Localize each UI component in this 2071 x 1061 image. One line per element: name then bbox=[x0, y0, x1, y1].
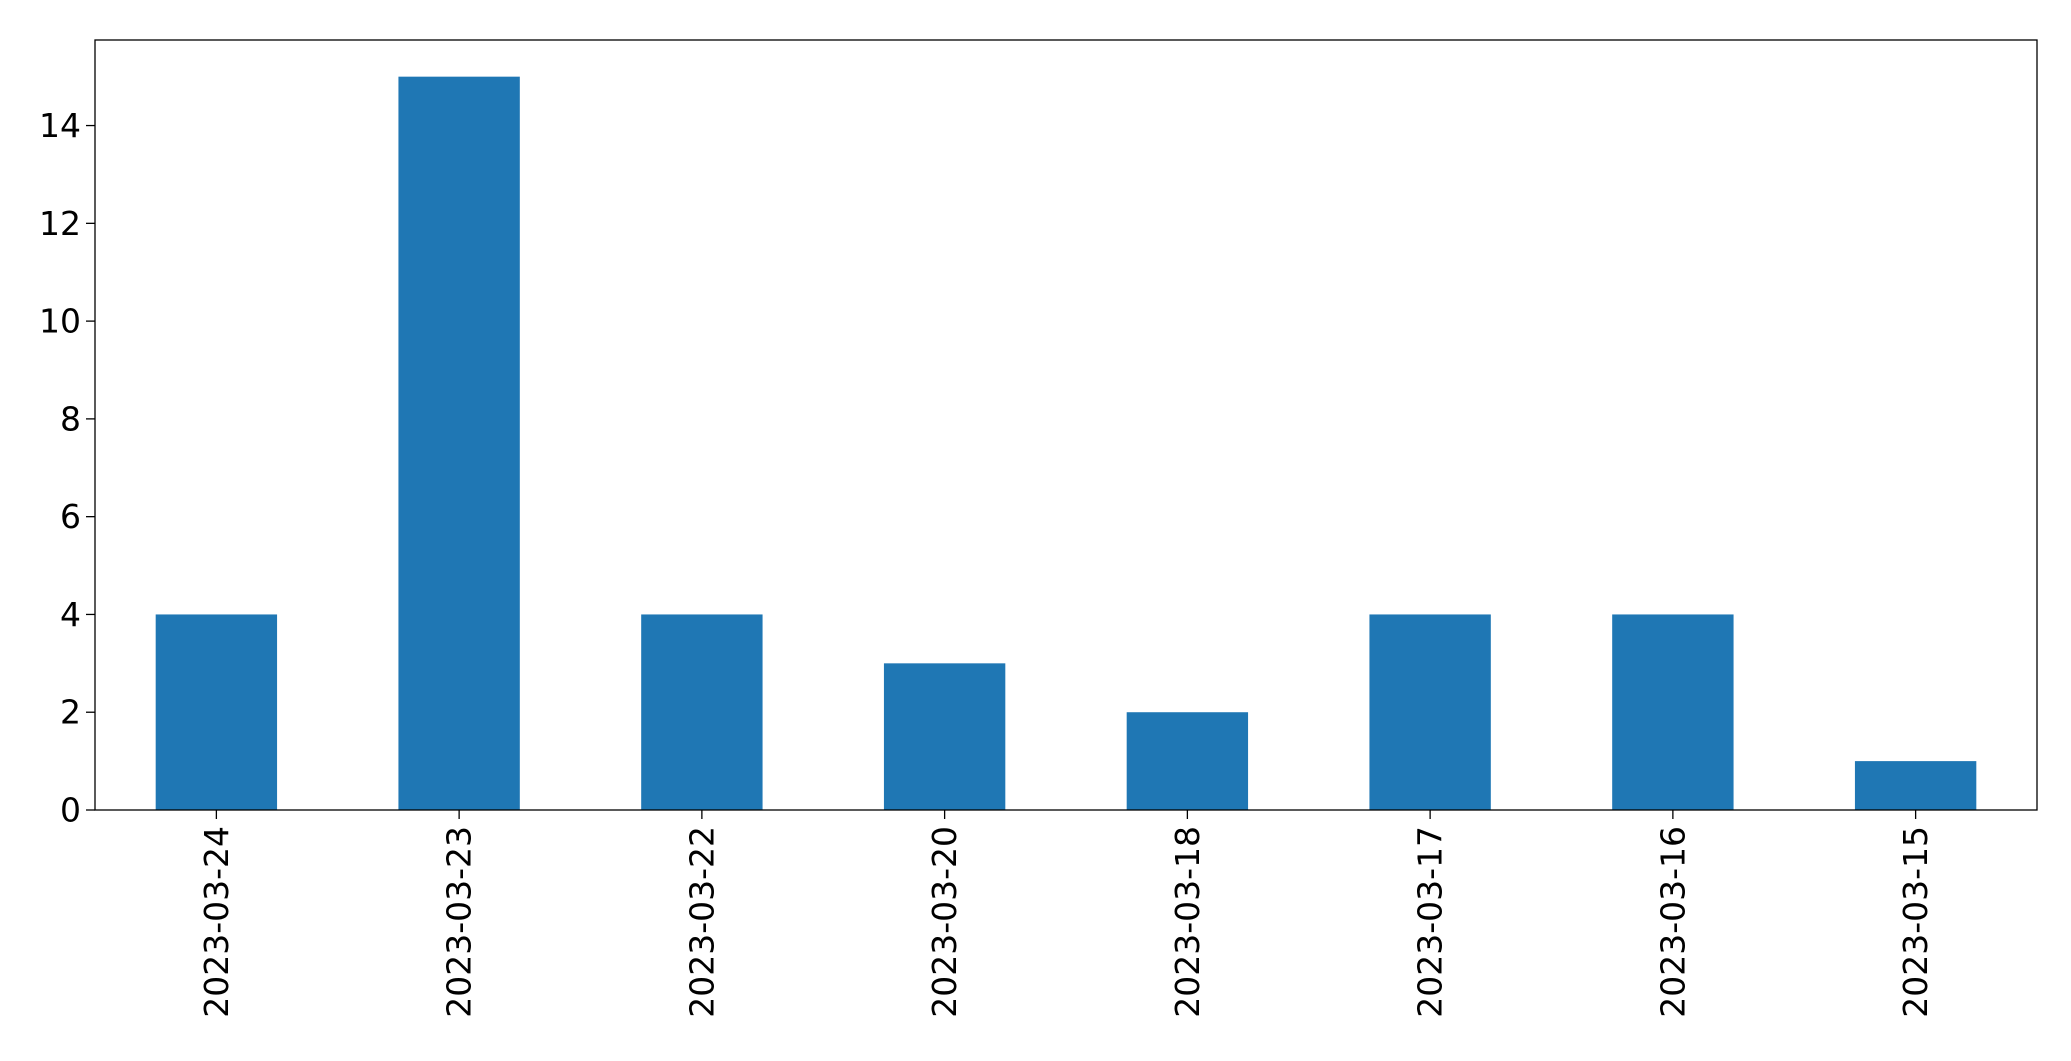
bars-group bbox=[155, 76, 1977, 810]
bar bbox=[1612, 614, 1734, 810]
x-tick-label: 2023-03-24 bbox=[197, 826, 236, 1018]
y-tick-label: 10 bbox=[39, 302, 81, 341]
y-tick-label: 4 bbox=[60, 595, 81, 634]
x-tick-label: 2023-03-17 bbox=[1411, 826, 1450, 1018]
x-axis: 2023-03-24 2023-03-23 2023-03-22 2023-03-20… bbox=[197, 810, 1935, 1018]
bar bbox=[1126, 712, 1249, 810]
x-tick-label: 2023-03-22 bbox=[682, 826, 721, 1018]
y-axis: 0 2 4 6 8 10 12 14 bbox=[39, 106, 95, 830]
y-tick-label: 14 bbox=[39, 106, 81, 145]
bar bbox=[1854, 761, 1977, 810]
plot-frame bbox=[94, 39, 2038, 811]
bar bbox=[1369, 614, 1491, 810]
x-tick-label: 2023-03-18 bbox=[1168, 826, 1207, 1018]
y-tick-label: 2 bbox=[60, 693, 81, 732]
x-tick-label: 2023-03-20 bbox=[925, 826, 964, 1018]
bar bbox=[641, 614, 763, 810]
y-tick-label: 6 bbox=[60, 497, 81, 536]
x-tick-label: 2023-03-15 bbox=[1896, 826, 1935, 1018]
x-tick-label: 2023-03-23 bbox=[440, 826, 479, 1018]
bar bbox=[883, 663, 1006, 810]
bar bbox=[155, 614, 278, 810]
x-tick-label: 2023-03-16 bbox=[1653, 826, 1692, 1018]
y-tick-label: 12 bbox=[39, 204, 81, 243]
bar bbox=[398, 76, 520, 810]
y-tick-label: 8 bbox=[60, 399, 81, 438]
y-tick-label: 0 bbox=[60, 791, 81, 830]
